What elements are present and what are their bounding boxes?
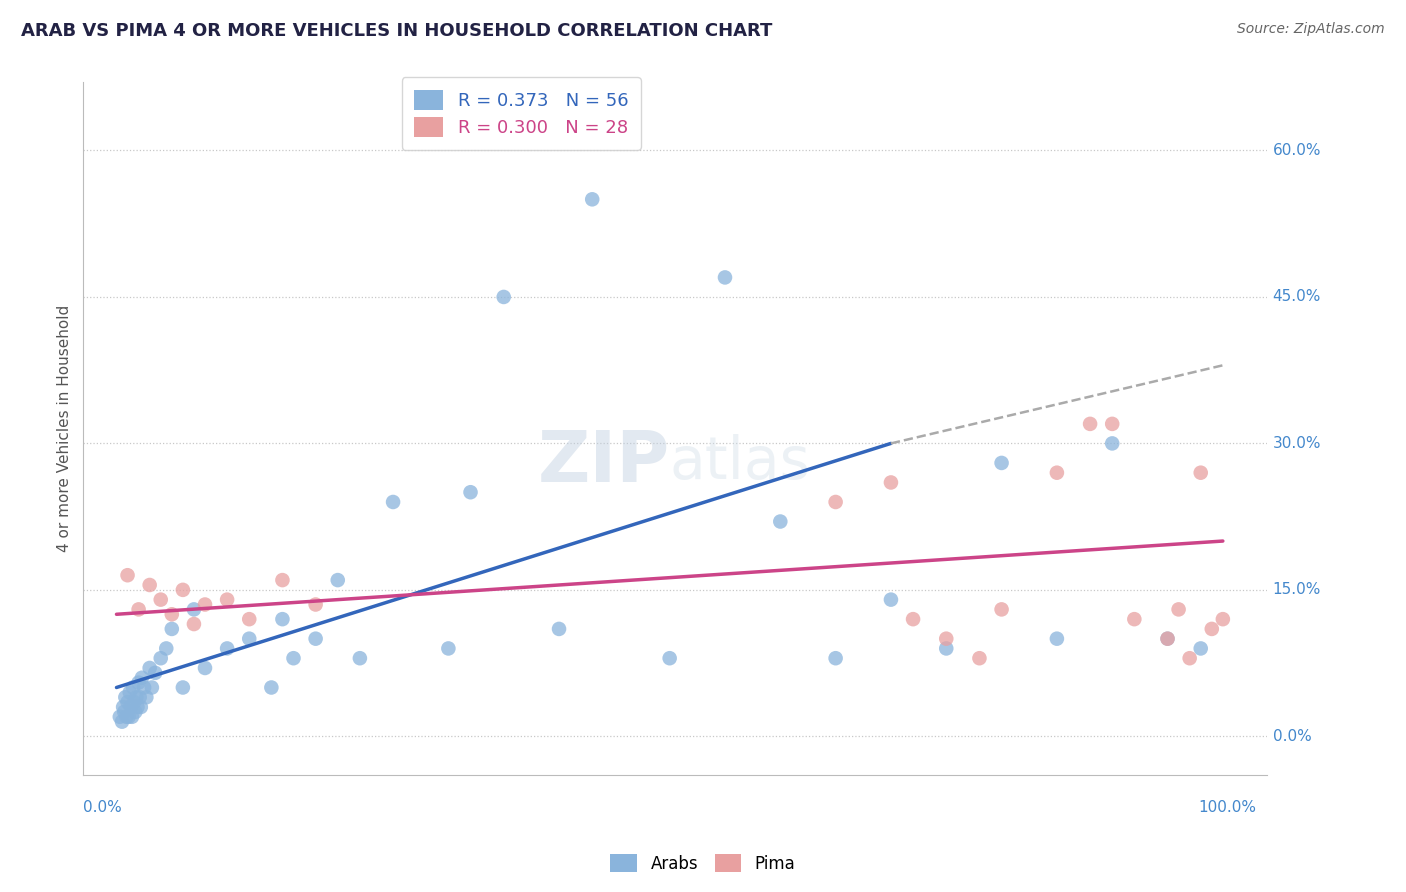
Point [194,598,217,612]
Point [382,495,405,509]
Point [990,456,1012,470]
Point [160,607,183,622]
Point [118,710,141,724]
Point [824,651,846,665]
Point [271,612,294,626]
Point [149,592,172,607]
Point [155,641,177,656]
Legend: R = 0.373   N = 56, R = 0.300   N = 28: R = 0.373 N = 56, R = 0.300 N = 28 [402,78,641,150]
Text: 45.0%: 45.0% [1272,289,1322,304]
Point [1156,632,1178,646]
Point [969,651,991,665]
Point [121,710,143,724]
Point [172,582,194,597]
Point [134,681,156,695]
Point [349,651,371,665]
Point [460,485,482,500]
Point [1078,417,1101,431]
Point [581,192,603,206]
Point [131,671,153,685]
Point [172,681,194,695]
Text: 0.0%: 0.0% [1272,729,1312,744]
Text: 100.0%: 100.0% [1198,800,1256,814]
Point [129,700,152,714]
Point [304,632,326,646]
Point [112,700,135,714]
Point [1046,632,1069,646]
Point [128,675,150,690]
Point [143,665,166,680]
Text: 60.0%: 60.0% [1272,143,1322,158]
Point [135,690,157,705]
Point [1178,651,1201,665]
Point [238,632,260,646]
Point [114,690,136,705]
Text: ARAB VS PIMA 4 OR MORE VEHICLES IN HOUSEHOLD CORRELATION CHART: ARAB VS PIMA 4 OR MORE VEHICLES IN HOUSE… [21,22,772,40]
Point [115,710,138,724]
Point [260,681,283,695]
Point [1101,417,1123,431]
Y-axis label: 4 or more Vehicles in Household: 4 or more Vehicles in Household [58,305,72,552]
Text: 15.0%: 15.0% [1272,582,1322,598]
Text: Source: ZipAtlas.com: Source: ZipAtlas.com [1237,22,1385,37]
Text: ZIP: ZIP [537,428,669,498]
Point [824,495,846,509]
Point [304,598,326,612]
Text: 0.0%: 0.0% [83,800,122,814]
Point [326,573,349,587]
Point [492,290,515,304]
Point [217,641,239,656]
Point [437,641,460,656]
Point [160,622,183,636]
Point [271,573,294,587]
Point [138,578,160,592]
Point [548,622,571,636]
Point [935,632,957,646]
Point [990,602,1012,616]
Point [111,714,134,729]
Point [183,617,205,632]
Point [149,651,172,665]
Point [935,641,957,656]
Point [112,705,135,719]
Point [1201,622,1223,636]
Point [217,592,239,607]
Point [138,661,160,675]
Point [1212,612,1234,626]
Point [1156,632,1178,646]
Point [124,705,146,719]
Point [141,681,163,695]
Point [108,710,131,724]
Point [128,690,150,705]
Point [118,685,141,699]
Point [238,612,260,626]
Text: 30.0%: 30.0% [1272,436,1322,451]
Point [122,695,145,709]
Legend: Arabs, Pima: Arabs, Pima [603,847,803,880]
Point [714,270,737,285]
Point [194,661,217,675]
Point [901,612,924,626]
Point [117,695,139,709]
Point [125,690,148,705]
Point [183,602,205,616]
Point [283,651,305,665]
Point [1101,436,1123,450]
Point [1123,612,1146,626]
Point [127,700,149,714]
Point [1189,466,1212,480]
Point [117,568,139,582]
Point [658,651,681,665]
Point [122,681,145,695]
Point [769,515,792,529]
Text: atlas: atlas [669,434,811,491]
Point [1046,466,1069,480]
Point [128,602,150,616]
Point [880,592,903,607]
Point [880,475,903,490]
Point [1189,641,1212,656]
Point [120,700,142,714]
Point [1167,602,1189,616]
